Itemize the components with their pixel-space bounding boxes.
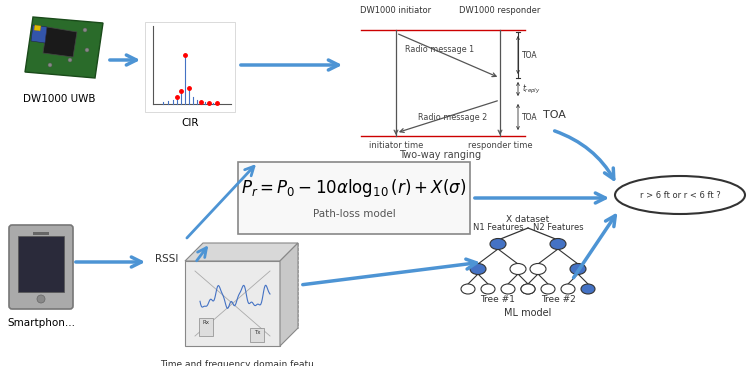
Ellipse shape [481, 284, 495, 294]
Bar [199, 318, 213, 336]
Polygon shape [185, 261, 280, 346]
Bar [33, 232, 49, 235]
Text: $P_r = P_0 - 10\alpha\log_{10}(r) + X(\sigma)$: $P_r = P_0 - 10\alpha\log_{10}(r) + X(\s… [241, 177, 466, 199]
Ellipse shape [541, 284, 555, 294]
Ellipse shape [501, 284, 515, 294]
Text: RSSI: RSSI [155, 254, 179, 264]
Text: Tree #1: Tree #1 [481, 295, 515, 304]
Text: TOA: TOA [543, 110, 566, 120]
Text: Tree #2: Tree #2 [541, 295, 575, 304]
Ellipse shape [561, 284, 575, 294]
Ellipse shape [615, 176, 745, 214]
Polygon shape [185, 243, 298, 261]
Ellipse shape [510, 264, 526, 274]
Bar [238, 162, 470, 234]
Text: Path-loss model: Path-loss model [312, 209, 395, 219]
Polygon shape [43, 27, 77, 57]
Text: N2 Features: N2 Features [532, 223, 584, 232]
Bar [18, 236, 64, 292]
Text: Rx: Rx [203, 320, 210, 325]
Ellipse shape [570, 264, 586, 274]
Circle shape [37, 295, 45, 303]
Text: DW1000 responder: DW1000 responder [460, 6, 541, 15]
Text: X dataset: X dataset [506, 215, 550, 224]
Ellipse shape [521, 284, 535, 294]
Text: r > 6 ft or r < 6 ft ?: r > 6 ft or r < 6 ft ? [640, 190, 720, 199]
Polygon shape [280, 243, 298, 346]
Ellipse shape [461, 284, 475, 294]
Circle shape [68, 58, 72, 62]
Polygon shape [34, 25, 41, 31]
Text: Two-way ranging: Two-way ranging [400, 150, 481, 160]
Bar [250, 328, 264, 342]
Text: DW1000 initiator: DW1000 initiator [360, 6, 432, 15]
Text: TOA: TOA [522, 112, 538, 122]
Text: responder time: responder time [468, 141, 532, 150]
Polygon shape [31, 25, 47, 43]
Text: Tx: Tx [254, 330, 261, 335]
Text: $t_{reply}$: $t_{reply}$ [522, 82, 541, 96]
Circle shape [85, 48, 89, 52]
FancyBboxPatch shape [9, 225, 73, 309]
Circle shape [48, 63, 52, 67]
Text: ML model: ML model [505, 308, 552, 318]
Text: N1 Features: N1 Features [472, 223, 523, 232]
Ellipse shape [550, 239, 566, 250]
Text: initiator time: initiator time [369, 141, 423, 150]
Text: Smartphon...: Smartphon... [7, 318, 75, 328]
Ellipse shape [521, 284, 535, 294]
Polygon shape [25, 17, 103, 78]
Ellipse shape [581, 284, 595, 294]
Bar [145, 22, 235, 112]
Text: Radio message 2: Radio message 2 [418, 112, 487, 122]
Text: Radio message 1: Radio message 1 [406, 45, 475, 55]
Ellipse shape [470, 264, 486, 274]
Text: Time and frequency domain featu...: Time and frequency domain featu... [160, 360, 323, 366]
Text: TOA: TOA [522, 51, 538, 60]
Ellipse shape [530, 264, 546, 274]
Text: CIR: CIR [181, 118, 199, 128]
Text: DW1000 UWB: DW1000 UWB [23, 94, 95, 104]
Ellipse shape [490, 239, 506, 250]
Circle shape [83, 28, 87, 32]
